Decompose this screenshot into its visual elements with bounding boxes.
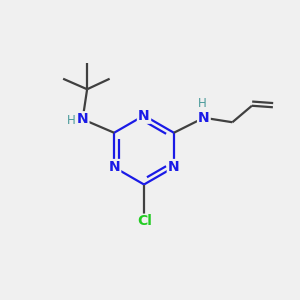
Text: N: N (138, 109, 150, 122)
Text: H: H (67, 114, 76, 127)
Text: N: N (198, 111, 210, 125)
Text: Cl: Cl (137, 214, 152, 228)
Text: H: H (198, 98, 207, 110)
Text: N: N (168, 160, 180, 174)
Text: N: N (77, 112, 88, 126)
Text: N: N (108, 160, 120, 174)
